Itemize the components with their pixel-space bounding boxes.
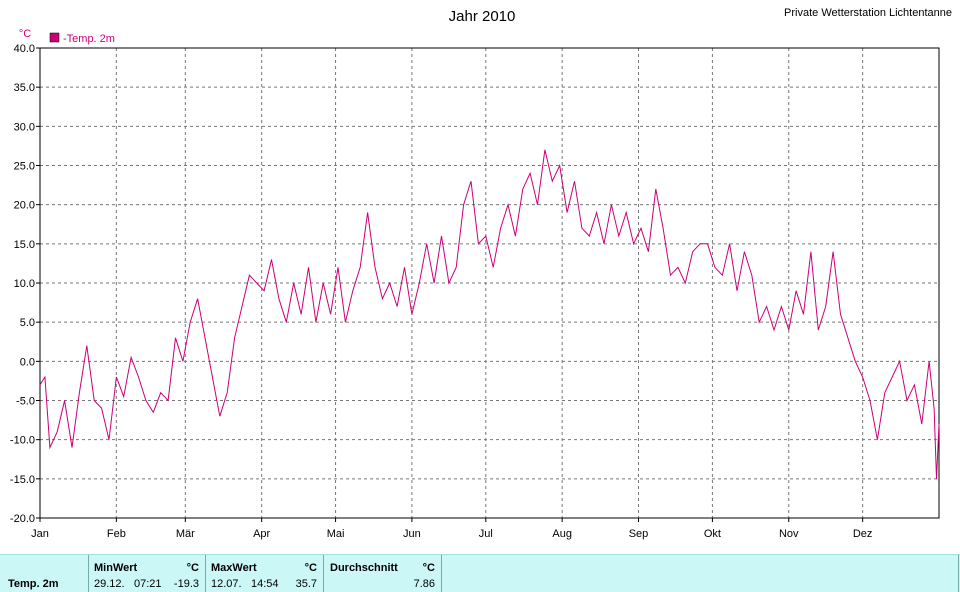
max-header: MaxWert <box>211 562 257 574</box>
avg-unit: °C <box>422 562 435 574</box>
y-tick-label: -20.0 <box>10 513 35 525</box>
divider <box>323 555 324 592</box>
divider <box>205 555 206 592</box>
y-tick-label: 5.0 <box>20 317 35 329</box>
divider <box>441 555 442 592</box>
avg-cell: Durchschnitt °C 7.86 <box>324 555 441 592</box>
x-tick-label: Feb <box>107 528 126 540</box>
temperature-chart: Jahr 2010 Private Wetterstation Lichtent… <box>10 7 952 540</box>
y-tick-label: -5.0 <box>16 396 35 408</box>
x-tick-label: Mai <box>327 528 345 540</box>
divider <box>88 555 89 592</box>
min-unit: °C <box>186 562 199 574</box>
min-value: -19.3 <box>173 578 199 590</box>
max-date: 12.07. <box>211 578 242 590</box>
x-tick-label: Aug <box>552 528 572 540</box>
min-header: MinWert <box>94 562 138 574</box>
x-tick-label: Jun <box>403 528 421 540</box>
x-tick-label: Nov <box>779 528 799 540</box>
y-tick-label: 0.0 <box>20 356 35 368</box>
x-axis-ticks: Jan Feb Mär Apr Mai Jun Jul Aug Sep Okt Nov Dez <box>31 518 872 540</box>
x-tick-label: Sep <box>629 528 649 540</box>
max-time: 14:54 <box>251 578 279 590</box>
x-tick-label: Jan <box>31 528 49 540</box>
y-tick-label: 25.0 <box>14 161 35 173</box>
station-name: Private Wetterstation Lichtentanne <box>784 7 952 19</box>
y-tick-label: 40.0 <box>14 43 35 55</box>
y-axis-ticks: 40.0 35.0 30.0 25.0 20.0 15.0 10.0 5.0 0.0 -5.0 -1… <box>10 43 40 525</box>
chart-title: Jahr 2010 <box>449 8 516 25</box>
avg-header: Durchschnitt <box>330 562 398 574</box>
stats-row-label-cell: Temp. 2m <box>0 555 88 592</box>
legend-label: -Temp. 2m <box>63 33 115 45</box>
x-tick-label: Dez <box>853 528 873 540</box>
avg-value: 7.86 <box>413 578 435 590</box>
grid <box>40 48 939 518</box>
y-tick-label: 30.0 <box>14 121 35 133</box>
min-time: 07:21 <box>134 578 162 590</box>
y-tick-label: -15.0 <box>10 474 35 486</box>
y-tick-label: 10.0 <box>14 278 35 290</box>
y-tick-label: 35.0 <box>14 82 35 94</box>
y-tick-label: -10.0 <box>10 435 35 447</box>
max-cell: MaxWert °C 12.07. 14:54 35.7 <box>206 555 323 592</box>
y-axis-unit: °C <box>19 28 31 40</box>
plot-frame <box>39 47 940 519</box>
min-cell: MinWert °C 29.12. 07:21 -19.3 <box>89 555 205 592</box>
stats-row-label: Temp. 2m <box>8 578 59 590</box>
max-unit: °C <box>304 562 317 574</box>
temp-2m-line <box>39 149 940 479</box>
y-tick-label: 15.0 <box>14 239 35 251</box>
x-tick-label: Apr <box>253 528 270 540</box>
x-tick-label: Jul <box>479 528 493 540</box>
min-date: 29.12. <box>94 578 125 590</box>
legend-swatch <box>49 32 60 43</box>
divider <box>958 555 959 592</box>
x-tick-label: Okt <box>704 528 721 540</box>
x-tick-label: Mär <box>176 528 195 540</box>
stats-panel: Temp. 2m MinWert °C 29.12. 07:21 -19.3 M… <box>0 554 960 592</box>
max-value: 35.7 <box>295 578 317 590</box>
y-tick-label: 20.0 <box>14 200 35 212</box>
